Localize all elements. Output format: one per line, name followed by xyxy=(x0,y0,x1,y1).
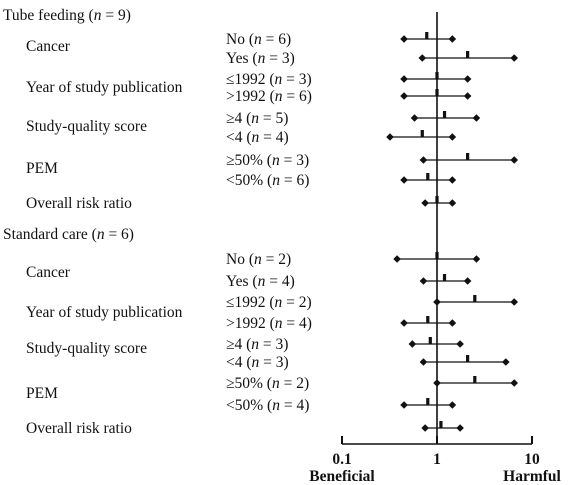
point-estimate xyxy=(426,173,430,180)
subgroup-label: >1992 (n = 4) xyxy=(226,315,312,332)
category-label: Year of study publication xyxy=(26,79,183,96)
ci-upper-marker xyxy=(510,379,519,387)
ci-lower-marker xyxy=(419,358,428,366)
point-estimate xyxy=(473,295,477,302)
point-estimate xyxy=(426,316,430,323)
ci-upper-marker xyxy=(510,156,519,164)
ci-lower-marker xyxy=(421,199,429,207)
ci-lower-marker xyxy=(386,133,394,141)
ci-lower-marker xyxy=(433,379,441,387)
ci-lower-marker xyxy=(400,75,408,83)
ci-upper-marker xyxy=(448,401,457,409)
subgroup-label: ≤1992 (n = 2) xyxy=(226,294,312,311)
ci-upper-marker xyxy=(463,92,472,100)
category-label: Year of study publication xyxy=(26,304,183,321)
ci-lower-marker xyxy=(400,319,408,327)
point-estimate xyxy=(435,196,439,203)
point-estimate xyxy=(439,421,443,428)
category-label: Overall risk ratio xyxy=(26,420,132,437)
category-label: PEM xyxy=(26,160,58,177)
point-estimate xyxy=(428,337,432,344)
ci-lower-marker xyxy=(400,92,408,100)
point-estimate xyxy=(442,274,447,281)
point-estimate xyxy=(466,355,470,362)
point-estimate xyxy=(426,398,430,405)
subgroup-label: No (n = 2) xyxy=(226,251,291,268)
ci-lower-marker xyxy=(419,156,428,164)
category-label: Study-quality score xyxy=(26,118,147,135)
point-estimate xyxy=(420,130,424,137)
ci-upper-marker xyxy=(456,424,464,432)
ci-upper-marker xyxy=(448,133,457,141)
subgroup-label: <4 (n = 3) xyxy=(226,354,289,371)
point-estimate xyxy=(466,51,470,58)
ci-upper-marker xyxy=(463,277,472,285)
point-estimate xyxy=(473,376,477,383)
category-label: Cancer xyxy=(26,38,71,55)
ci-lower-marker xyxy=(433,298,441,306)
ci-upper-marker xyxy=(448,176,457,184)
subgroup-label: No (n = 6) xyxy=(226,31,291,48)
point-estimate xyxy=(442,111,447,118)
point-estimate xyxy=(425,32,429,39)
ci-lower-marker xyxy=(393,255,401,263)
subgroup-label: ≥50% (n = 3) xyxy=(226,152,309,169)
category-label: Overall risk ratio xyxy=(26,195,132,212)
subgroup-label: Yes (n = 3) xyxy=(226,50,295,67)
category-label: PEM xyxy=(26,385,58,402)
group-title: Tube feeding (n = 9) xyxy=(3,7,131,24)
ci-lower-marker xyxy=(400,176,408,184)
ci-upper-marker xyxy=(463,75,472,83)
x-right-label: Harmful xyxy=(503,468,561,485)
x-tick-label: 1 xyxy=(433,451,441,468)
x-tick-label: 0.1 xyxy=(332,451,351,468)
subgroup-label: ≥50% (n = 2) xyxy=(226,375,309,392)
ci-upper-marker xyxy=(448,35,457,43)
subgroup-label: <50% (n = 6) xyxy=(226,172,309,189)
ci-upper-marker xyxy=(448,319,457,327)
ci-upper-marker xyxy=(472,255,481,263)
x-left-label: Beneficial xyxy=(309,468,375,485)
ci-upper-marker xyxy=(502,358,510,366)
point-estimate xyxy=(435,72,439,79)
ci-upper-marker xyxy=(448,199,457,207)
subgroup-label: Yes (n = 4) xyxy=(226,273,295,290)
ci-lower-marker xyxy=(410,114,419,122)
subgroup-label: <4 (n = 4) xyxy=(226,129,289,146)
ci-upper-marker xyxy=(456,340,464,348)
ci-lower-marker xyxy=(421,424,429,432)
category-label: Study-quality score xyxy=(26,340,147,357)
subgroup-label: ≤1992 (n = 3) xyxy=(226,71,312,88)
subgroup-label: ≥4 (n = 5) xyxy=(226,110,288,127)
ci-upper-marker xyxy=(472,114,481,122)
x-tick-label: 10 xyxy=(524,451,540,468)
ci-lower-marker xyxy=(400,35,408,43)
point-estimate xyxy=(435,252,439,259)
subgroup-label: <50% (n = 4) xyxy=(226,397,309,414)
ci-lower-marker xyxy=(408,340,417,348)
category-label: Cancer xyxy=(26,264,71,281)
group-title: Standard care (n = 6) xyxy=(3,226,134,243)
subgroup-label: ≥4 (n = 3) xyxy=(226,336,288,353)
subgroup-label: >1992 (n = 6) xyxy=(226,88,312,105)
ci-lower-marker xyxy=(419,277,428,285)
point-estimate xyxy=(435,89,439,96)
ci-upper-marker xyxy=(510,298,519,306)
ci-upper-marker xyxy=(510,54,519,62)
point-estimate xyxy=(466,153,470,160)
ci-lower-marker xyxy=(418,54,427,62)
ci-lower-marker xyxy=(400,401,408,409)
